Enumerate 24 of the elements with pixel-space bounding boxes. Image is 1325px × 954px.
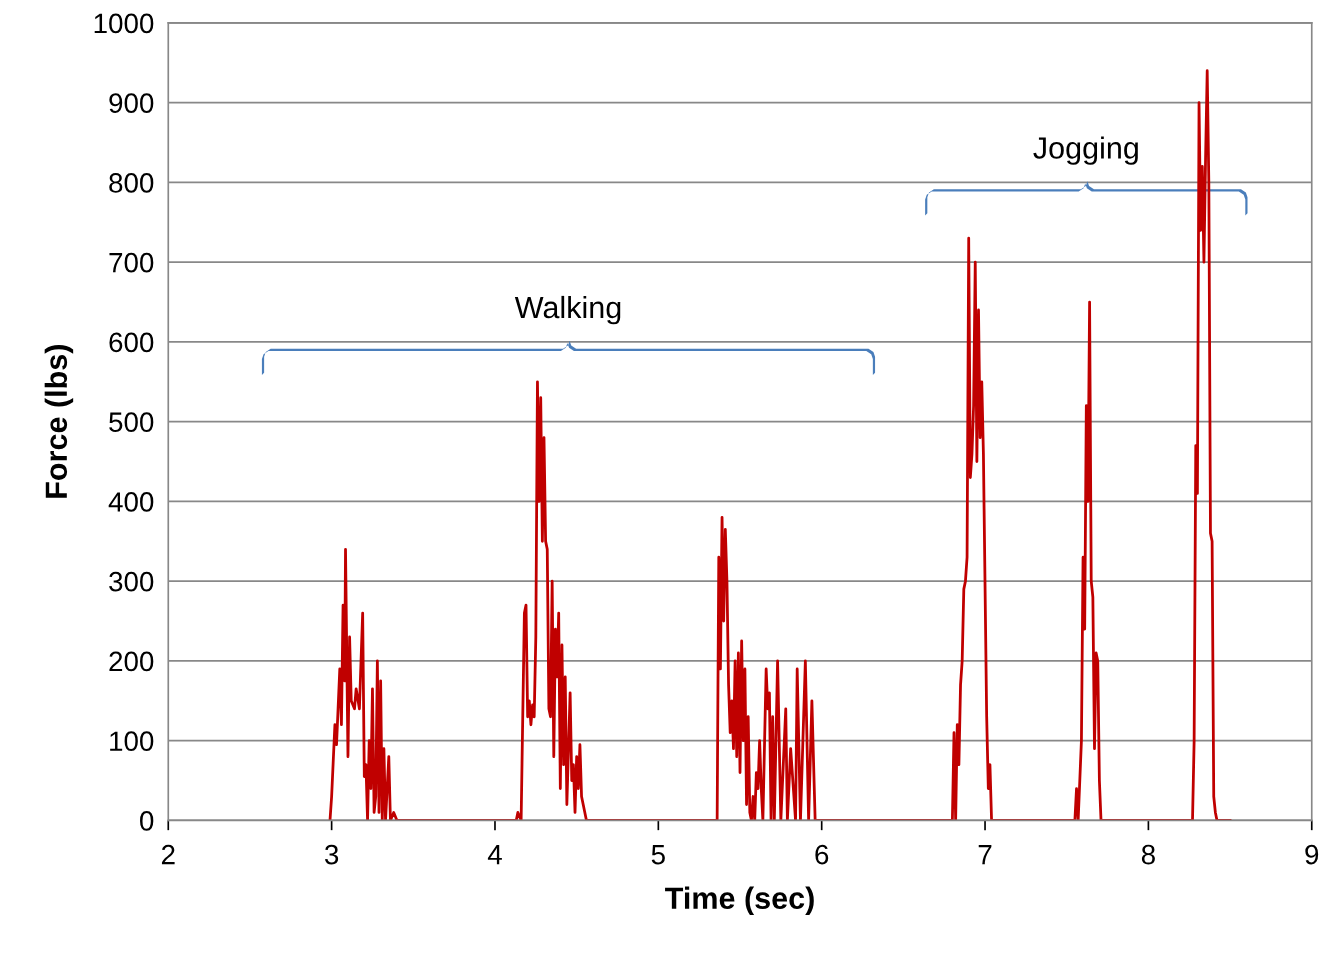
y-axis-title: Force (lbs)	[44, 345, 74, 498]
y-tick-label: 100	[110, 731, 154, 752]
y-tick-label: 1000	[94, 13, 154, 34]
x-tick-label: 6	[815, 844, 829, 865]
y-tick-label: 500	[109, 412, 154, 433]
y-tick-label: 900	[109, 93, 154, 113]
x-tick-label: 2	[161, 844, 175, 865]
y-tick-label: 0	[140, 811, 154, 831]
annotation: Jogging	[1033, 136, 1138, 165]
y-tick-label: 300	[109, 571, 154, 592]
x-tick-label: 7	[978, 845, 992, 865]
x-tick-label: 4	[487, 845, 502, 865]
y-tick-label: 700	[109, 252, 154, 273]
y-tick-label: 600	[109, 332, 154, 353]
y-tick-label: 200	[109, 651, 154, 672]
x-axis-title: Time (sec)	[665, 886, 814, 916]
x-tick-label: 8	[1141, 844, 1155, 865]
x-tick-label: 5	[651, 845, 665, 865]
y-tick-label: 800	[109, 173, 154, 193]
x-tick-label: 9	[1305, 844, 1319, 865]
x-tick-label: 3	[324, 844, 339, 865]
line-series	[328, 69, 1232, 821]
annotation: Walking	[514, 295, 621, 325]
y-tick-label: 400	[108, 492, 154, 512]
